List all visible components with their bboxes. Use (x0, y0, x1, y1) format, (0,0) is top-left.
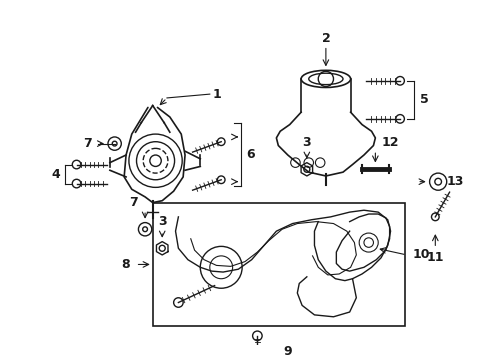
Text: 9: 9 (284, 346, 292, 359)
Text: 7: 7 (84, 137, 93, 150)
Text: 4: 4 (51, 167, 60, 181)
Bar (153, 203, 405, 326)
Text: 3: 3 (302, 136, 311, 149)
Text: 11: 11 (427, 251, 444, 264)
Text: 3: 3 (158, 215, 167, 228)
Text: 10: 10 (412, 248, 430, 261)
Text: 5: 5 (419, 93, 428, 106)
Text: 2: 2 (321, 32, 330, 45)
Text: 8: 8 (122, 258, 130, 271)
Text: 1: 1 (213, 87, 222, 101)
Text: 12: 12 (382, 136, 399, 149)
Text: 13: 13 (446, 175, 464, 188)
Text: 6: 6 (246, 148, 255, 161)
Text: 7: 7 (129, 196, 138, 209)
